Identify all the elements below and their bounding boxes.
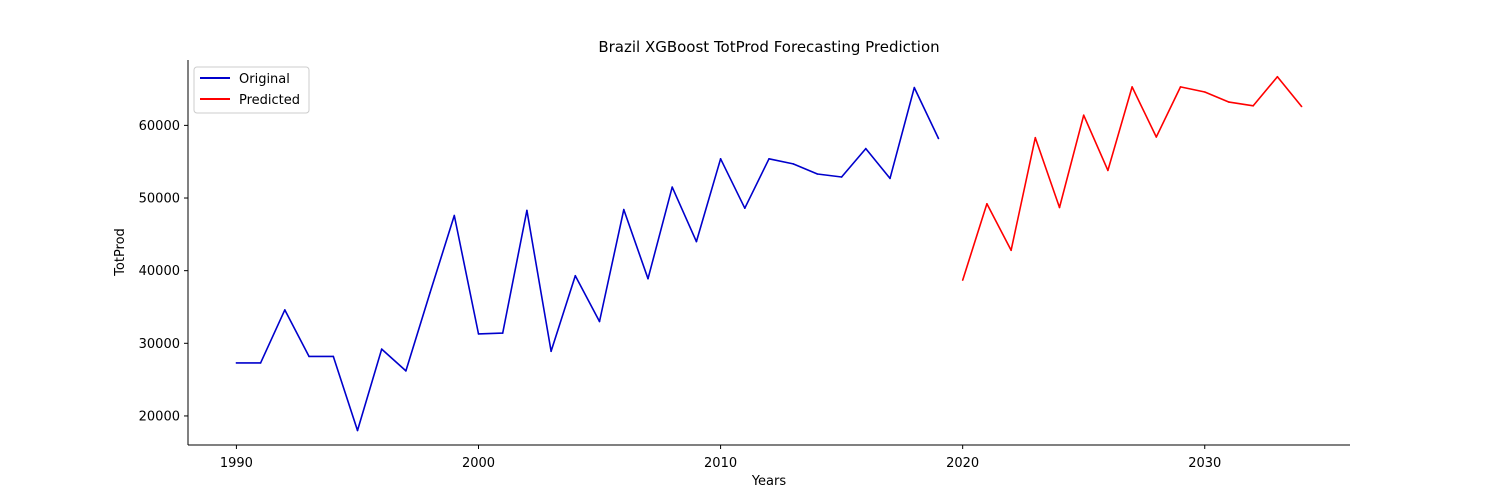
x-tick-label: 1990: [220, 456, 253, 471]
data-point-original: [647, 277, 649, 280]
data-point-original: [380, 348, 383, 350]
data-point-original: [744, 207, 746, 209]
data-point-original: [865, 147, 867, 150]
series-line-predicted: [961, 75, 1303, 281]
data-point-predicted: [1300, 105, 1303, 108]
data-point-original: [574, 274, 577, 277]
data-point-original: [284, 309, 286, 311]
data-point-original: [816, 173, 819, 175]
series-line-original: [236, 86, 940, 432]
data-point-original: [356, 429, 359, 432]
data-point-predicted: [1228, 101, 1230, 103]
data-point-original: [889, 177, 891, 180]
data-point-original: [623, 208, 625, 211]
data-point-original: [913, 86, 916, 89]
data-point-predicted: [1082, 114, 1085, 116]
chart-title: Brazil XGBoost TotProd Forecasting Predi…: [598, 38, 939, 56]
data-point-original: [235, 362, 238, 364]
y-tick-label: 30000: [139, 337, 180, 352]
y-tick-label: 50000: [139, 192, 180, 207]
data-point-predicted: [1058, 206, 1061, 209]
data-point-predicted: [1204, 91, 1206, 93]
data-point-predicted: [986, 203, 988, 205]
x-axis-label: Years: [751, 474, 787, 489]
x-tick-label: 2000: [462, 456, 495, 471]
x-tick-label: 2030: [1188, 456, 1221, 471]
plot-area: [235, 75, 1303, 432]
data-point-predicted: [1131, 86, 1133, 88]
data-point-original: [695, 240, 698, 243]
data-point-original: [477, 333, 480, 335]
data-point-original: [598, 320, 601, 323]
data-point-predicted: [1107, 169, 1109, 172]
x-tick-label: 2020: [946, 456, 979, 471]
data-point-original: [308, 355, 310, 358]
data-point-original: [719, 158, 722, 160]
data-point-original: [550, 350, 552, 353]
data-point-original: [937, 137, 940, 140]
data-point-predicted: [1179, 86, 1182, 88]
x-tick-label: 2010: [704, 456, 737, 471]
data-point-original: [526, 209, 528, 212]
data-point-original: [792, 163, 794, 165]
y-ticks: 20000 30000 40000 50000 60000: [139, 119, 188, 424]
data-point-original: [405, 370, 407, 372]
data-point-predicted: [961, 279, 964, 281]
data-point-original: [768, 158, 770, 160]
y-tick-label: 60000: [139, 119, 180, 134]
data-point-original: [501, 332, 504, 334]
data-point-predicted: [1252, 105, 1254, 107]
data-point-predicted: [1155, 136, 1158, 138]
legend: Original Predicted: [193, 66, 310, 114]
y-tick-label: 40000: [139, 264, 180, 279]
y-axis-label: TotProd: [113, 228, 128, 277]
data-point-original: [429, 291, 431, 294]
data-point-predicted: [1010, 249, 1012, 252]
legend-label-predicted: Predicted: [239, 93, 300, 108]
data-point-original: [453, 214, 456, 217]
data-point-predicted: [1276, 75, 1279, 78]
legend-label-original: Original: [239, 72, 290, 87]
data-point-original: [259, 362, 262, 364]
data-point-predicted: [1034, 136, 1037, 139]
data-point-original: [671, 186, 673, 188]
data-point-original: [840, 176, 843, 178]
data-point-original: [332, 355, 335, 358]
y-tick-label: 20000: [139, 409, 180, 424]
x-ticks: 1990 2000 2010 2020 2030: [220, 445, 1221, 471]
